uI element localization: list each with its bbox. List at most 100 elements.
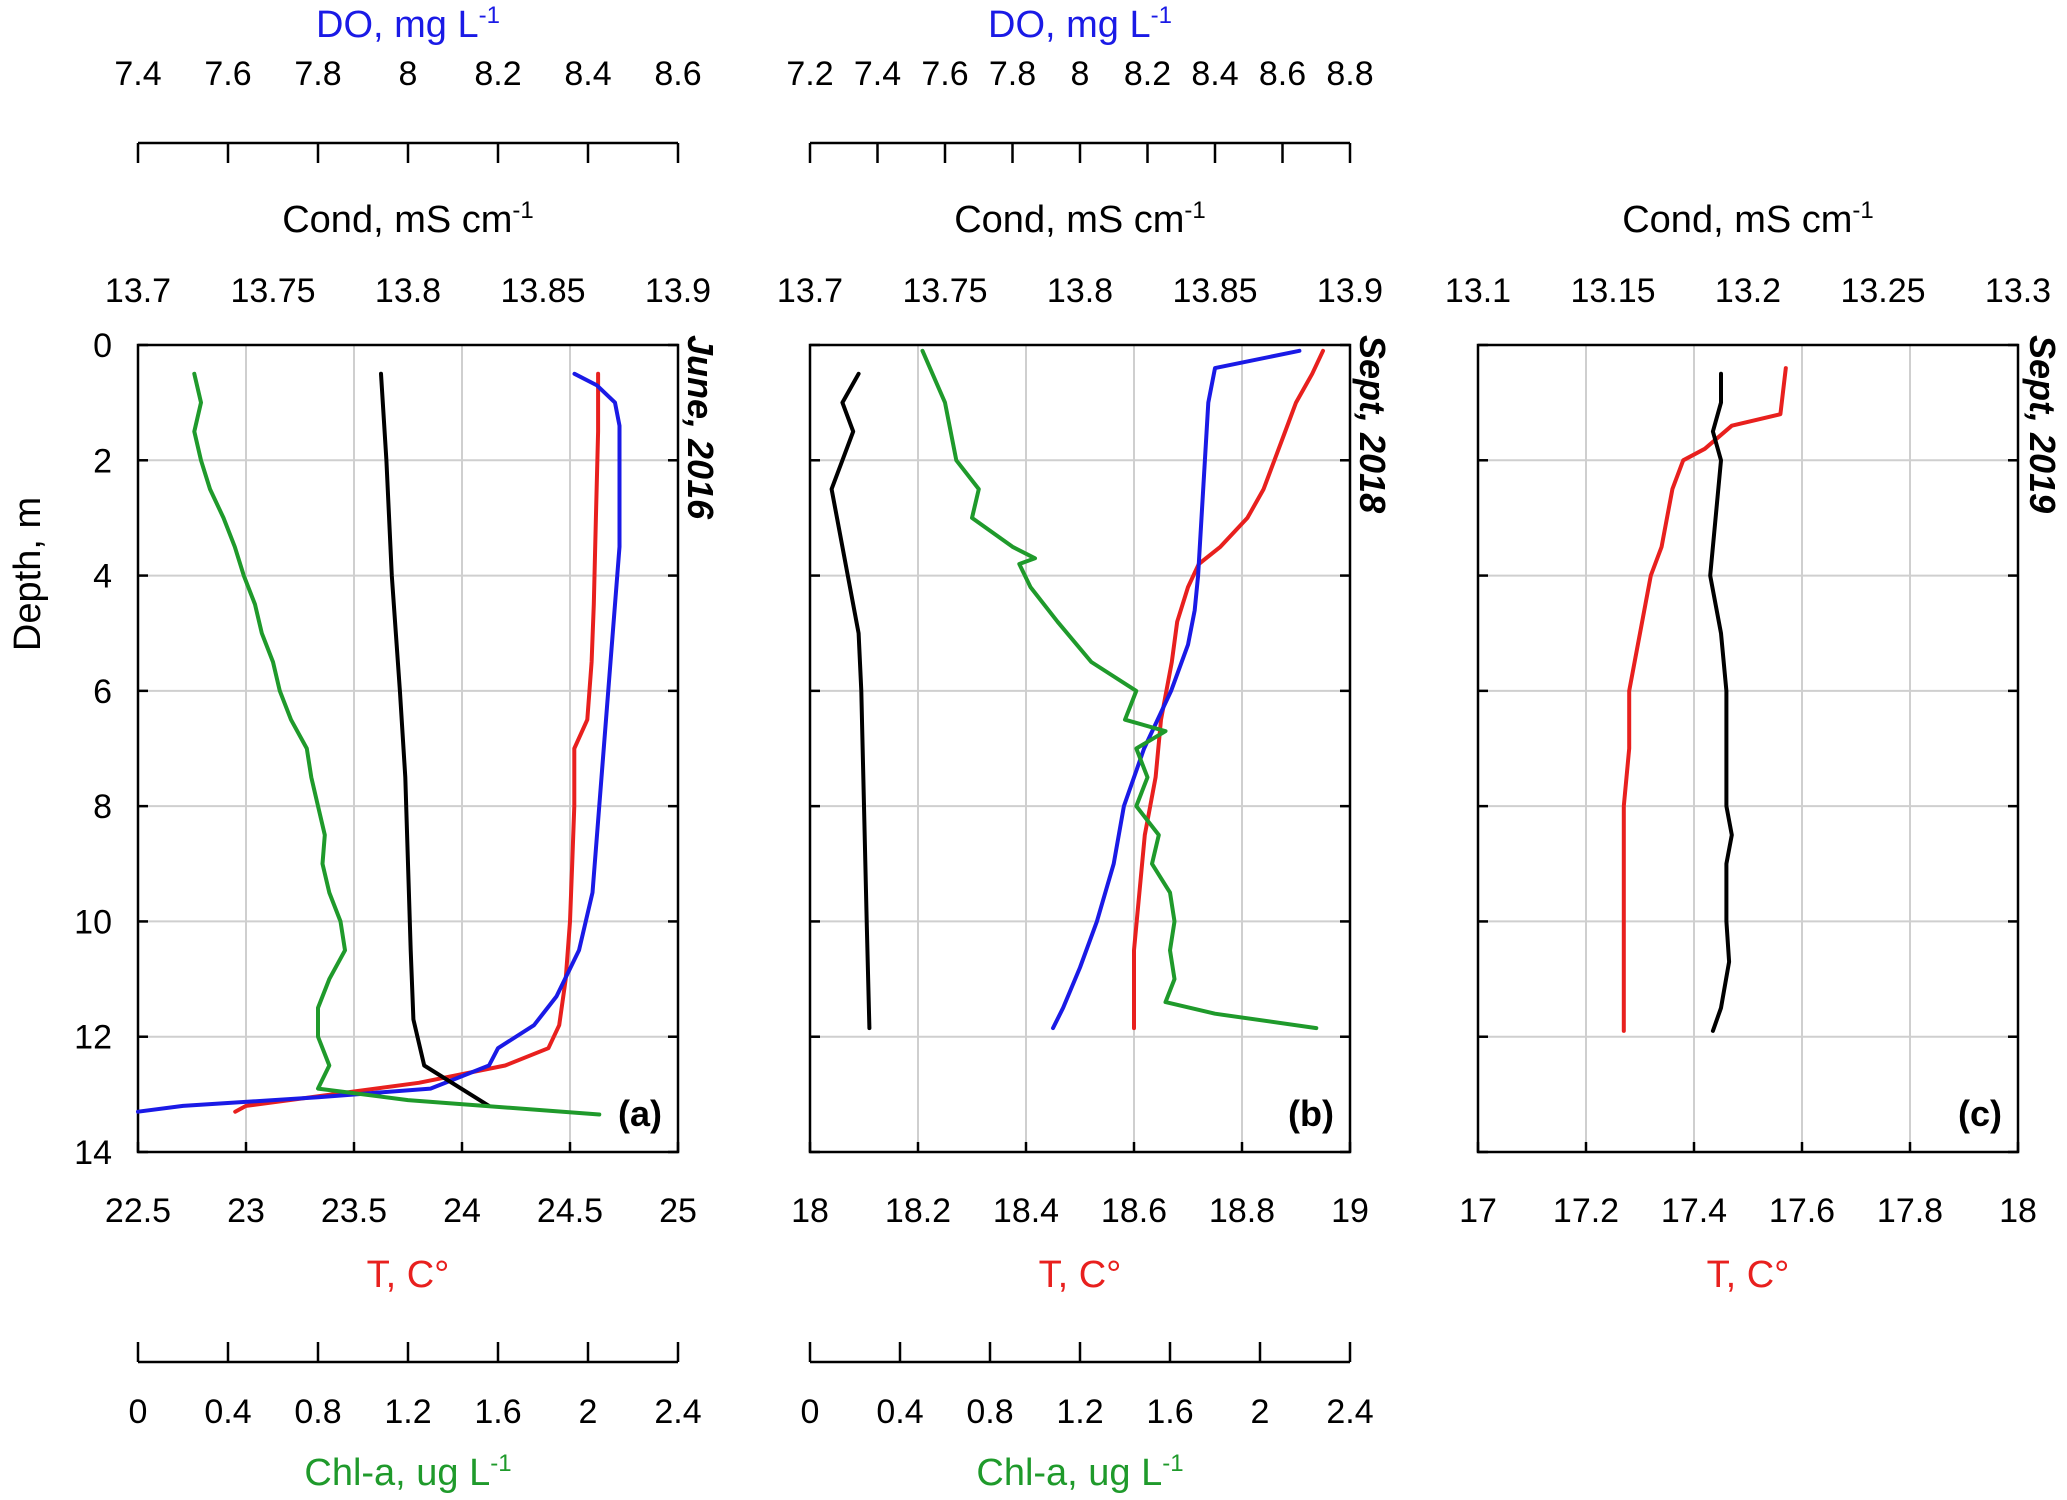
do-tick-label: 7.4 xyxy=(114,55,161,93)
cond-axis-label: Cond, mS cm-1 xyxy=(282,197,534,241)
date-label: June, 2016 xyxy=(680,335,721,520)
t-axis-label: T, C° xyxy=(1707,1254,1790,1296)
do-tick-label: 7.6 xyxy=(921,55,968,93)
cond-tick-label: 13.3 xyxy=(1985,272,2051,310)
date-label: Sept, 2018 xyxy=(1352,335,1393,513)
cond-tick-label: 13.15 xyxy=(1570,272,1655,310)
y-tick-label: 4 xyxy=(93,558,112,596)
chla-axis-label: Chl-a, ug L-1 xyxy=(976,1450,1183,1494)
t-tick-label: 18 xyxy=(791,1192,829,1230)
t-tick-label: 23.5 xyxy=(321,1192,387,1230)
chla-tick-label: 2.4 xyxy=(654,1393,701,1431)
do-tick-label: 7.6 xyxy=(204,55,251,93)
cond-axis-label: Cond, mS cm-1 xyxy=(1622,197,1874,241)
chla-tick-label: 0.4 xyxy=(876,1393,923,1431)
do-tick-label: 8.8 xyxy=(1326,55,1373,93)
chla-tick-label: 2 xyxy=(1251,1393,1270,1431)
series-line-cond xyxy=(1708,371,1734,1033)
do-tick-label: 7.4 xyxy=(854,55,901,93)
cond-tick-label: 13.75 xyxy=(902,272,987,310)
y-tick-label: 12 xyxy=(74,1019,112,1057)
t-tick-label: 24.5 xyxy=(537,1192,603,1230)
cond-axis-label: Cond, mS cm-1 xyxy=(954,197,1206,241)
do-tick-label: 8.2 xyxy=(474,55,521,93)
t-tick-label: 17.6 xyxy=(1769,1192,1835,1230)
chla-tick-label: 2.4 xyxy=(1326,1393,1373,1431)
t-tick-label: 18 xyxy=(1999,1192,2037,1230)
panel-c: 17 17.2 17.4 17.6 17.8 18 T, C° 13.1 13.15 13.2 13… xyxy=(1445,272,2063,1296)
y-tick-label: 10 xyxy=(74,903,112,941)
chla-axis-label: Chl-a, ug L-1 xyxy=(304,1450,511,1494)
series-line-chla xyxy=(192,371,602,1117)
do-tick-label: 8 xyxy=(1071,55,1090,93)
series-line-do xyxy=(1051,348,1302,1031)
t-tick-label: 17.8 xyxy=(1877,1192,1943,1230)
series-line-temperature xyxy=(233,371,601,1114)
panel-label: (b) xyxy=(1288,1093,1334,1134)
y-tick-label: 2 xyxy=(93,442,112,480)
chla-tick-label: 0 xyxy=(801,1393,820,1431)
do-tick-label: 7.8 xyxy=(294,55,341,93)
do-tick-label: 8.6 xyxy=(654,55,701,93)
cond-tick-label: 13.7 xyxy=(105,272,171,310)
series-line-temperature xyxy=(1621,366,1788,1033)
t-tick-label: 23 xyxy=(227,1192,265,1230)
cond-tick-label: 13.25 xyxy=(1840,272,1925,310)
date-label: Sept, 2019 xyxy=(2022,335,2063,513)
panel-b: 18 18.2 18.4 18.6 18.8 19 T, C° 13.7 13.75 13.8 13… xyxy=(777,55,1393,1431)
do-axis-label: DO, mg L-1 xyxy=(988,2,1172,46)
y-axis-label: Depth, m xyxy=(7,497,49,651)
cond-tick-label: 13.7 xyxy=(777,272,843,310)
series-line-temperature xyxy=(1132,348,1325,1031)
cond-tick-label: 13.1 xyxy=(1445,272,1511,310)
t-tick-label: 22.5 xyxy=(105,1192,171,1230)
t-tick-label: 17 xyxy=(1459,1192,1497,1230)
t-axis-label: T, C° xyxy=(367,1254,450,1296)
t-tick-label: 19 xyxy=(1331,1192,1369,1230)
do-axis-label: DO, mg L-1 xyxy=(316,2,500,46)
cond-tick-label: 13.8 xyxy=(375,272,441,310)
do-tick-label: 7.8 xyxy=(989,55,1036,93)
panel-label: (a) xyxy=(618,1093,662,1134)
panel-label: (c) xyxy=(1958,1093,2002,1134)
do-tick-label: 8 xyxy=(399,55,418,93)
plot-frame xyxy=(136,343,680,1154)
chla-tick-label: 2 xyxy=(579,1393,598,1431)
do-tick-label: 8.4 xyxy=(564,55,611,93)
y-tick-label: 6 xyxy=(93,673,112,711)
chla-tick-label: 1.6 xyxy=(474,1393,521,1431)
chla-tick-label: 1.2 xyxy=(1056,1393,1103,1431)
t-tick-label: 24 xyxy=(443,1192,481,1230)
t-tick-label: 25 xyxy=(659,1192,697,1230)
plot-frame xyxy=(1476,343,2020,1154)
t-axis-label: T, C° xyxy=(1039,1254,1122,1296)
series-line-cond xyxy=(829,371,872,1031)
cond-tick-label: 13.75 xyxy=(230,272,315,310)
chla-tick-label: 0.8 xyxy=(966,1393,1013,1431)
do-tick-label: 7.2 xyxy=(786,55,833,93)
t-tick-label: 18.4 xyxy=(993,1192,1059,1230)
series-line-chla xyxy=(920,348,1319,1031)
chla-tick-label: 1.6 xyxy=(1146,1393,1193,1431)
t-tick-label: 17.2 xyxy=(1553,1192,1619,1230)
series-line-cond xyxy=(379,371,491,1108)
t-tick-label: 17.4 xyxy=(1661,1192,1727,1230)
chla-tick-label: 1.2 xyxy=(384,1393,431,1431)
chla-tick-label: 0 xyxy=(129,1393,148,1431)
y-tick-label: 8 xyxy=(93,788,112,826)
t-tick-label: 18.2 xyxy=(885,1192,951,1230)
cond-tick-label: 13.85 xyxy=(500,272,585,310)
t-tick-label: 18.6 xyxy=(1101,1192,1167,1230)
do-tick-label: 8.6 xyxy=(1259,55,1306,93)
cond-tick-label: 13.8 xyxy=(1047,272,1113,310)
do-tick-label: 8.4 xyxy=(1191,55,1238,93)
t-tick-label: 18.8 xyxy=(1209,1192,1275,1230)
y-tick-label: 14 xyxy=(74,1134,112,1172)
chla-tick-label: 0.8 xyxy=(294,1393,341,1431)
chla-tick-label: 0.4 xyxy=(204,1393,251,1431)
cond-tick-label: 13.9 xyxy=(1317,272,1383,310)
cond-tick-label: 13.2 xyxy=(1715,272,1781,310)
do-tick-label: 8.2 xyxy=(1124,55,1171,93)
